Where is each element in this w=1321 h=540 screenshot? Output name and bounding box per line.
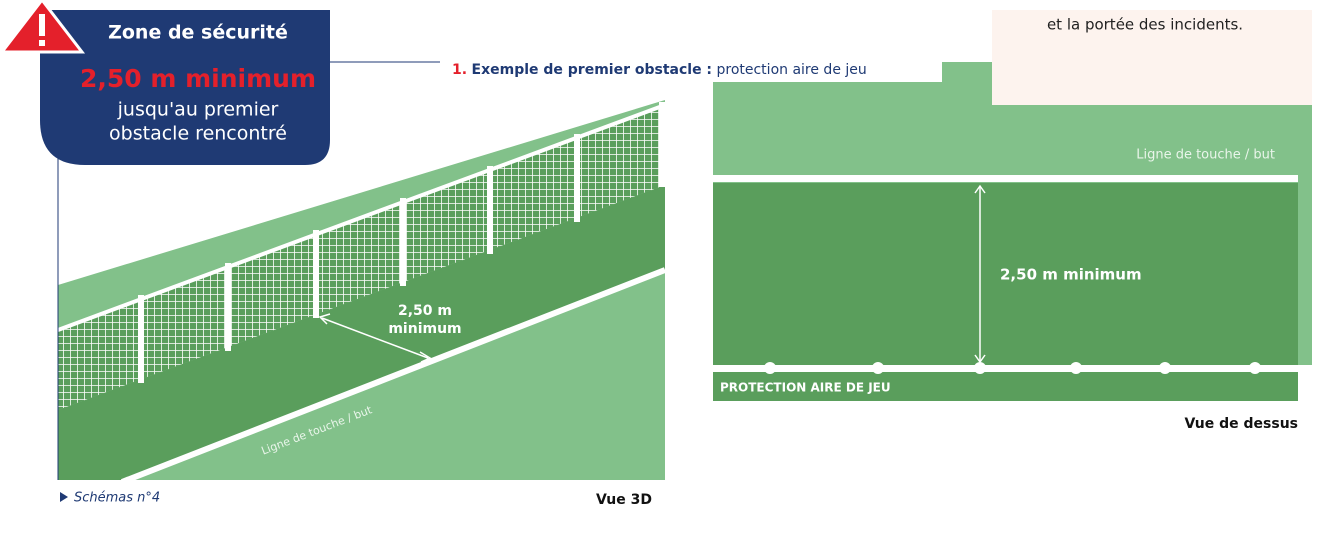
distance-label: 2,50 m minimum (1000, 266, 1142, 284)
distance-label: minimum (388, 321, 461, 337)
view-label: Vue de dessus (1184, 416, 1298, 432)
note: et la portée des incidents. (1047, 16, 1243, 34)
warning-highlight: 2,50 m minimum (80, 64, 316, 93)
barrier-label: PROTECTION AIRE DE JEU (720, 381, 891, 395)
caption-number: 1. (452, 62, 467, 78)
warning-title: Zone de sécurité (108, 22, 288, 44)
line-label: Ligne de touche / but (1136, 148, 1275, 163)
warning-line: obstacle rencontré (109, 123, 287, 145)
distance-label: 2,50 m (398, 303, 452, 319)
view-top: 2,50 m minimum Ligne de touche / but PRO… (713, 62, 1312, 401)
warning-line: jusqu'au premier (117, 99, 279, 121)
caption-text: protection aire de jeu (716, 62, 866, 78)
caption: 1. Exemple de premier obstacle : protect… (452, 62, 867, 78)
caption-title: Exemple de premier obstacle : (472, 62, 713, 78)
view-label: Vue 3D (596, 492, 652, 508)
footnote: Schémas n°4 (74, 491, 160, 506)
view-3d: 2,50 m minimum Ligne de touche / but (57, 61, 667, 485)
